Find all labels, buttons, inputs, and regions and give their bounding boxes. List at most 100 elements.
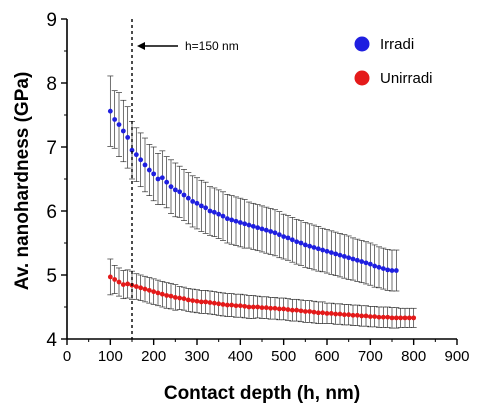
- x-tick-label: 900: [444, 348, 469, 365]
- unirradi-data-point: [298, 308, 304, 314]
- unirradi-data-point: [376, 314, 382, 320]
- unirradi-data-point: [337, 311, 343, 317]
- irradi-data-point: [354, 257, 360, 263]
- annotation-arrowhead: [137, 42, 145, 50]
- irradi-data-point: [367, 261, 373, 267]
- data-points-layer: [107, 108, 417, 321]
- unirradi-data-point: [107, 274, 113, 280]
- irradi-data-point: [185, 195, 191, 201]
- irradi-data-point: [146, 167, 152, 173]
- unirradi-data-point: [203, 299, 209, 305]
- unirradi-data-point: [281, 306, 287, 312]
- irradi-data-point: [385, 267, 391, 273]
- irradi-data-point: [138, 157, 144, 163]
- unirradi-data-point: [125, 281, 131, 287]
- irradi-data-point: [259, 226, 265, 232]
- x-tick-label: 200: [141, 348, 166, 365]
- irradi-data-point: [151, 171, 157, 177]
- unirradi-data-point: [181, 296, 187, 302]
- x-axis-label: Contact depth (h, nm): [164, 383, 360, 404]
- unirradi-data-point: [177, 295, 183, 301]
- y-tick-label: 5: [46, 266, 57, 287]
- axes-layer: 0 100 200 300 400 500 600 700 800 900 4 5 6 7 8 9: [46, 10, 469, 365]
- unirradi-data-point: [272, 305, 278, 311]
- irradi-data-point: [233, 218, 239, 224]
- irradi-data-point: [168, 184, 174, 190]
- irradi-data-point: [112, 117, 118, 122]
- irradi-data-point: [281, 234, 287, 240]
- unirradi-data-point: [393, 315, 399, 321]
- irradi-data-point: [337, 252, 343, 258]
- irradi-data-point: [298, 240, 304, 246]
- unirradi-data-point: [207, 300, 213, 305]
- unirradi-data-point: [216, 301, 222, 307]
- unirradi-data-point: [185, 297, 191, 303]
- unirradi-data-point: [198, 299, 204, 305]
- irradi-data-point: [380, 266, 386, 271]
- unirradi-data-point: [172, 295, 178, 300]
- unirradi-data-point: [411, 315, 417, 321]
- irradi-data-point: [363, 260, 369, 266]
- unirradi-data-point: [350, 312, 356, 318]
- unirradi-data-point: [363, 313, 369, 319]
- unirradi-data-point: [146, 287, 152, 293]
- unirradi-data-point: [406, 315, 412, 321]
- unirradi-data-point: [333, 311, 339, 317]
- irradi-data-point: [198, 203, 204, 209]
- irradi-data-point: [320, 247, 326, 253]
- irradi-data-point: [341, 254, 347, 259]
- irradi-data-point: [229, 217, 235, 223]
- irradi-data-point: [164, 179, 170, 185]
- unirradi-data-point: [346, 312, 352, 318]
- irradi-data-point: [276, 232, 282, 238]
- unirradi-data-point: [142, 286, 148, 292]
- irradi-data-point: [203, 205, 209, 211]
- unirradi-data-point: [138, 285, 144, 291]
- irradi-data-point: [372, 263, 378, 269]
- unirradi-data-point: [229, 302, 235, 308]
- unirradi-data-point: [237, 303, 243, 309]
- unirradi-data-point: [380, 314, 386, 320]
- unirradi-data-point: [168, 293, 174, 299]
- unirradi-data-point: [151, 289, 157, 295]
- unirradi-data-point: [233, 303, 239, 309]
- irradi-data-point: [315, 246, 321, 252]
- x-tick-label: 700: [358, 348, 383, 365]
- unirradi-data-point: [389, 315, 395, 321]
- irradi-data-point: [242, 221, 248, 227]
- annotation-layer: h=150 nm: [131, 19, 239, 339]
- irradi-data-point: [224, 216, 230, 222]
- irradi-data-point: [237, 220, 243, 225]
- irradi-data-point: [177, 189, 183, 195]
- annotation-label: h=150 nm: [185, 39, 239, 53]
- y-tick-label: 4: [46, 330, 57, 351]
- unirradi-data-point: [159, 291, 165, 297]
- irradi-data-point: [194, 200, 200, 206]
- unirradi-data-point: [133, 284, 139, 289]
- irradi-data-point: [346, 255, 352, 261]
- unirradi-data-point: [367, 314, 373, 319]
- unirradi-data-point: [307, 309, 313, 314]
- irradi-data-point: [120, 128, 126, 134]
- unirradi-data-point: [354, 312, 360, 318]
- unirradi-data-point: [276, 306, 282, 312]
- irradi-data-point: [190, 199, 196, 204]
- x-tick-label: 800: [401, 348, 426, 365]
- unirradi-data-point: [190, 298, 196, 303]
- unirradi-data-point: [385, 314, 391, 320]
- unirradi-data-point: [302, 309, 308, 314]
- unirradi-legend-label: Unirradi: [380, 70, 433, 87]
- x-tick-label: 0: [63, 348, 71, 365]
- y-tick-label: 8: [46, 74, 57, 95]
- irradi-data-point: [311, 245, 317, 250]
- irradi-data-point: [350, 256, 356, 262]
- unirradi-data-point: [164, 293, 170, 298]
- irradi-data-point: [294, 239, 300, 245]
- unirradi-data-point: [194, 298, 200, 304]
- irradi-data-point: [207, 208, 213, 214]
- irradi-data-point: [328, 250, 334, 256]
- x-tick-label: 500: [271, 348, 296, 365]
- irradi-data-point: [125, 135, 131, 140]
